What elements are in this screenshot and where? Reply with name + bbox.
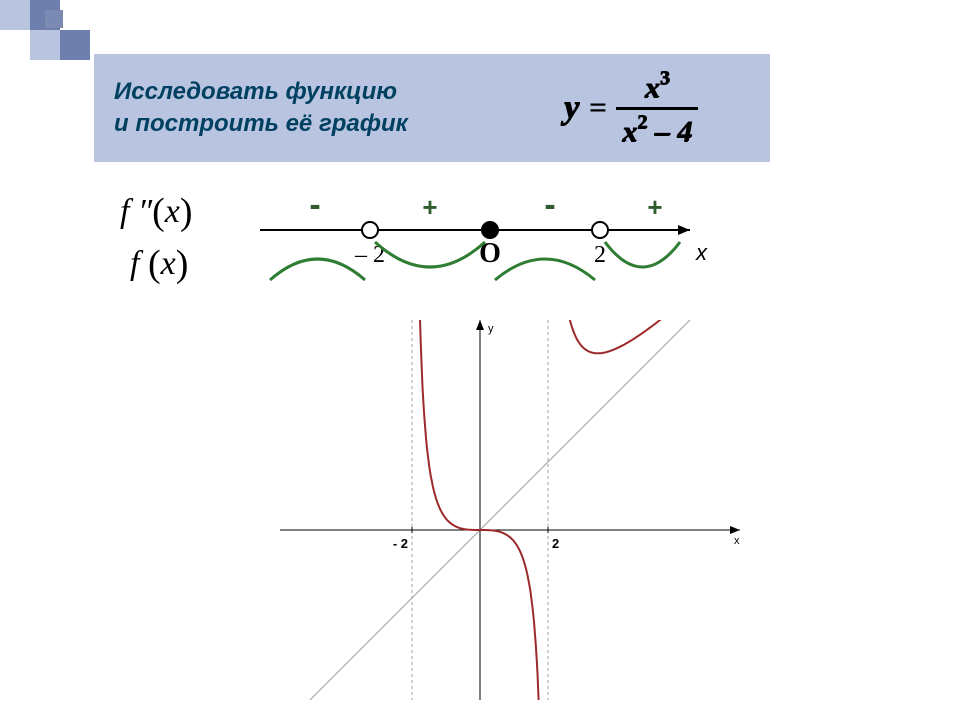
- svg-text:-: -: [544, 186, 555, 224]
- banner-text: Исследовать функцию и построить её графи…: [94, 76, 408, 141]
- formula-denominator: x2 – 4: [616, 112, 698, 149]
- f-double-prime-label: f ″(x): [120, 190, 193, 234]
- deco-square: [0, 0, 30, 30]
- deco-square: [45, 10, 63, 28]
- formula-equals: =: [589, 91, 606, 125]
- sign-diagram-svg: x– 2О2-+-+: [260, 182, 720, 302]
- svg-text:- 2: - 2: [393, 536, 408, 551]
- svg-text:2: 2: [552, 536, 559, 551]
- formula-numerator: x3: [639, 68, 676, 105]
- sign-diagram: f ″(x) f (x) x– 2О2-+-+: [90, 182, 730, 312]
- svg-text:+: +: [422, 192, 437, 222]
- banner-line1: Исследовать функцию: [114, 78, 397, 105]
- function-graph: x y - 2 2: [280, 320, 740, 700]
- slide: Исследовать функцию и построить её графи…: [0, 0, 960, 720]
- formula-lhs: y: [564, 89, 579, 127]
- svg-text:2: 2: [594, 242, 606, 268]
- svg-text:y: y: [488, 323, 494, 335]
- formula-fraction: x3 x2 – 4: [616, 68, 698, 149]
- graph-svg: x y - 2 2: [280, 320, 740, 700]
- f-label: f (x): [130, 242, 188, 286]
- banner-formula: y = x3 x2 – 4: [516, 64, 746, 152]
- deco-square: [60, 30, 90, 60]
- svg-text:+: +: [647, 192, 662, 222]
- svg-text:x: x: [734, 535, 740, 547]
- formula-bar: [616, 107, 698, 110]
- title-banner: Исследовать функцию и построить её графи…: [94, 54, 770, 162]
- deco-square: [30, 30, 60, 60]
- banner-line2: и построить её график: [114, 110, 408, 137]
- svg-text:x: x: [695, 240, 708, 265]
- svg-text:-: -: [309, 186, 320, 224]
